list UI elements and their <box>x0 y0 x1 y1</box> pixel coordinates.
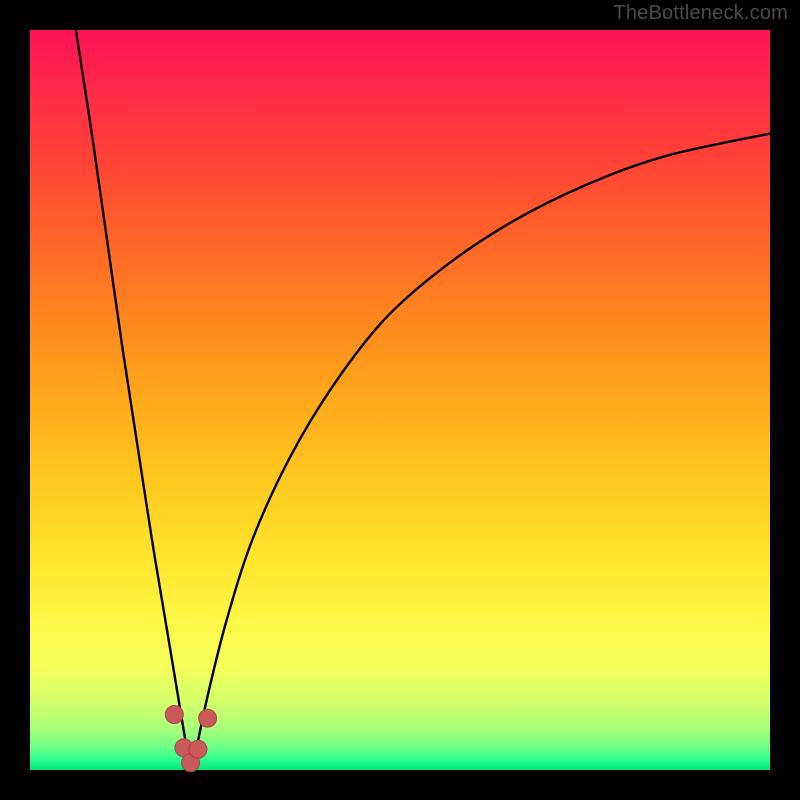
watermark-text: TheBottleneck.com <box>613 2 788 25</box>
chart-plot-background <box>30 30 770 770</box>
bottleneck-marker <box>189 740 207 758</box>
bottleneck-marker <box>199 709 217 727</box>
bottleneck-marker <box>165 706 183 724</box>
bottleneck-chart <box>0 0 800 800</box>
